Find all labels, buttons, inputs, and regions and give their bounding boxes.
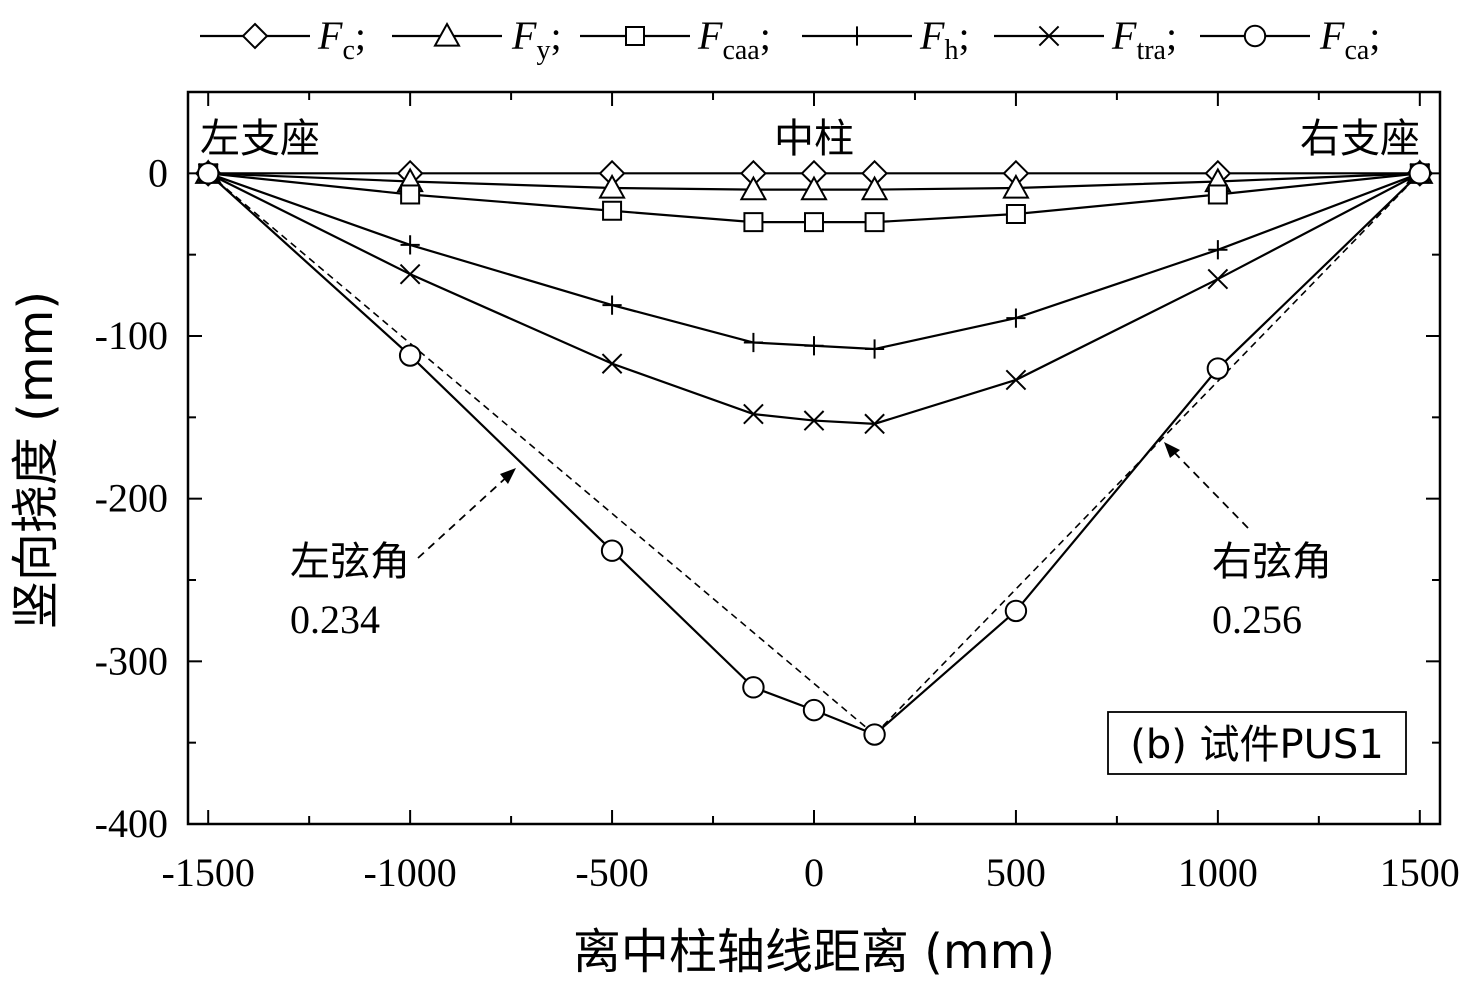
- legend-label: Fca;: [1319, 13, 1380, 66]
- right-chord-value: 0.256: [1212, 597, 1302, 642]
- data-point: [1207, 184, 1228, 205]
- legend-label: Fh;: [919, 13, 970, 66]
- data-point: [860, 175, 889, 201]
- left-chord-label: 左弦角: [290, 539, 410, 585]
- data-point: [1006, 308, 1026, 328]
- data-point: [1206, 357, 1230, 380]
- y-tick-label: -300: [95, 638, 168, 683]
- data-point: [864, 212, 885, 233]
- legend-label: Ftra;: [1111, 13, 1177, 66]
- data-point: [196, 162, 220, 185]
- legend-entry-Fh: Fh;: [802, 13, 970, 66]
- data-point: [800, 175, 828, 201]
- series-group: [194, 159, 1434, 746]
- chord-line: [207, 172, 876, 736]
- center-column-label: 中柱: [774, 116, 854, 162]
- data-point: [602, 295, 622, 315]
- data-point: [743, 332, 764, 353]
- data-point: [600, 539, 624, 562]
- data-point: [1208, 240, 1228, 260]
- data-point: [1005, 369, 1027, 391]
- legend-marker: [847, 26, 867, 46]
- left-chord-value: 0.234: [290, 597, 380, 642]
- legend-marker: [1038, 25, 1060, 47]
- y-tick-label: -400: [95, 801, 168, 846]
- data-point: [1002, 173, 1030, 199]
- x-tick-label: 500: [986, 850, 1046, 895]
- legend-entry-Fca: Fca;: [1200, 13, 1380, 66]
- legend-marker: [433, 21, 461, 47]
- series-Ftra: [197, 163, 1431, 435]
- x-tick-label: -1500: [162, 850, 255, 895]
- y-tick-label: -200: [95, 476, 168, 521]
- chord-line: [874, 172, 1421, 736]
- panel-label-box: (b) 试件PUS1: [1107, 711, 1407, 775]
- data-point: [863, 723, 886, 746]
- right-chord-label: 右弦角: [1212, 539, 1332, 585]
- x-tick-label: -500: [575, 850, 648, 895]
- x-tick-label: 1500: [1380, 850, 1460, 895]
- data-point: [739, 175, 768, 201]
- data-point: [598, 173, 626, 199]
- x-tick-label: 1000: [1178, 850, 1258, 895]
- legend-marker: [1243, 24, 1267, 48]
- panel-label: (b) 试件PUS1: [1130, 722, 1384, 768]
- data-point: [1005, 204, 1026, 224]
- legend-entry-Fc: Fc;: [200, 13, 366, 66]
- data-point: [1004, 599, 1028, 623]
- data-point: [400, 184, 421, 205]
- y-tick-label: -100: [95, 313, 168, 358]
- legend-entry-Fy: Fy;: [392, 13, 562, 66]
- series-line: [207, 172, 1421, 425]
- right-chord-arrow: [1164, 442, 1249, 529]
- data-point: [864, 339, 885, 359]
- data-point: [802, 698, 826, 722]
- data-point: [1408, 162, 1432, 185]
- legend-label: Fy;: [511, 13, 562, 66]
- legend-marker: [625, 26, 645, 46]
- data-point: [743, 403, 764, 425]
- data-point: [804, 336, 824, 356]
- series-Fca: [196, 162, 1432, 746]
- legend: Fc; Fy; Fcaa; Fh; Ftra; Fca;: [200, 13, 1380, 66]
- legend-label: Fcaa;: [697, 13, 771, 66]
- axes: -1500 -1000 -500 0 500 1000 1500 0 -100 -200 -300 -…: [95, 92, 1460, 895]
- data-point: [399, 263, 421, 285]
- legend-entry-Fcaa: Fcaa;: [580, 13, 771, 66]
- data-point: [864, 413, 885, 435]
- y-tick-label: 0: [148, 150, 168, 195]
- data-point: [803, 410, 825, 431]
- y-axis-title: 竖向挠度 (mm): [8, 291, 64, 629]
- legend-marker: [241, 22, 269, 50]
- left-chord-arrow: [417, 468, 516, 559]
- data-point: [398, 344, 422, 367]
- data-point: [1207, 268, 1229, 290]
- x-tick-label: -1000: [363, 850, 456, 895]
- series-line: [207, 172, 1421, 736]
- right-support-label: 右支座: [1300, 116, 1420, 162]
- legend-entry-Ftra: Ftra;: [994, 13, 1177, 66]
- x-axis-title: 离中柱轴线距离 (mm): [573, 924, 1055, 980]
- data-point: [743, 212, 764, 233]
- chord-lines: [207, 172, 1421, 736]
- data-point: [602, 200, 623, 221]
- data-point: [400, 235, 420, 255]
- left-support-label: 左支座: [200, 116, 320, 162]
- data-point: [601, 353, 623, 374]
- x-tick-label: 0: [804, 850, 824, 895]
- legend-label: Fc;: [317, 13, 366, 66]
- data-point: [804, 212, 824, 233]
- data-point: [742, 676, 765, 699]
